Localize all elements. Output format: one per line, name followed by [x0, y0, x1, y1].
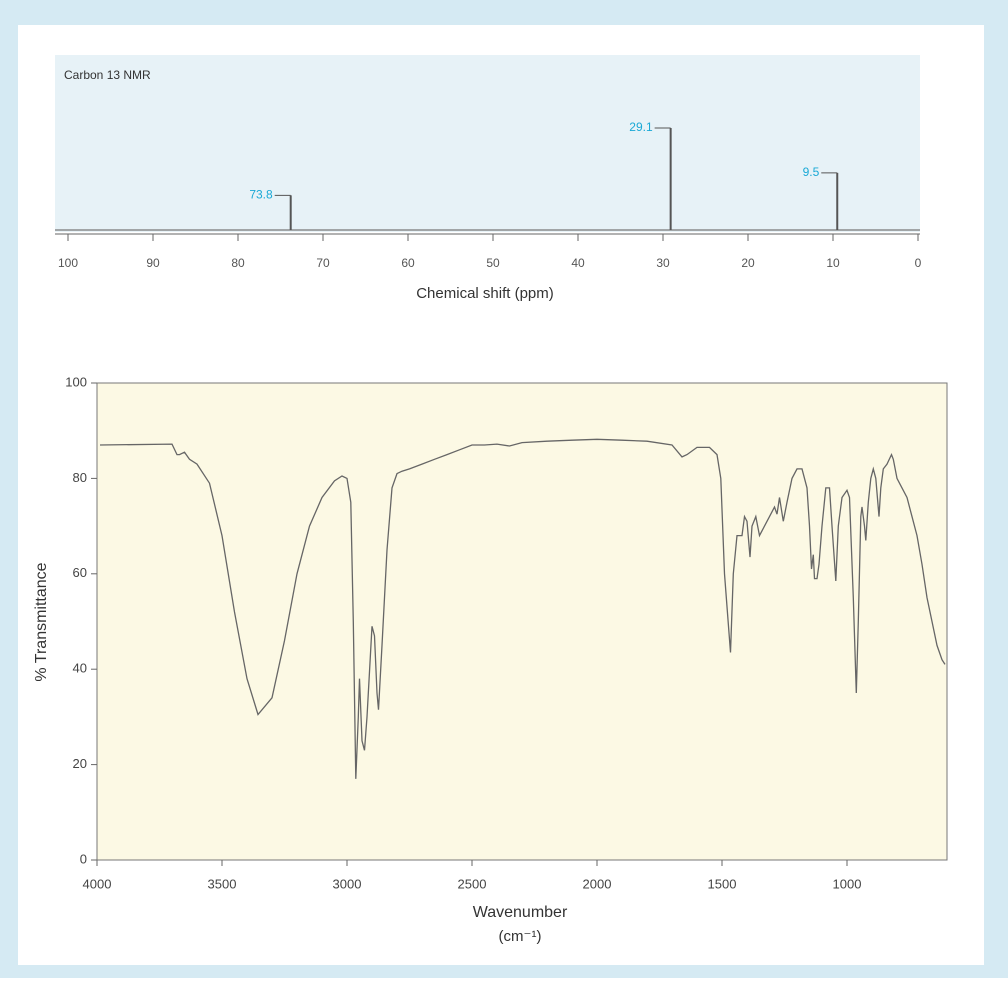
x-tick-label: 3500: [208, 876, 237, 891]
y-tick-label: 0: [80, 851, 87, 866]
x-tick-label: 50: [486, 256, 500, 270]
peak-label: 9.5: [803, 165, 820, 179]
nmr-title: Carbon 13 NMR: [64, 68, 151, 82]
x-tick-label: 1500: [708, 876, 737, 891]
x-tick-label: 3000: [333, 876, 362, 891]
x-tick-label: 40: [571, 256, 585, 270]
ir-y-label: % Transmittance: [33, 562, 50, 681]
x-tick-label: 70: [316, 256, 330, 270]
y-tick-label: 80: [73, 470, 87, 485]
y-tick-label: 100: [65, 374, 87, 389]
x-tick-label: 60: [401, 256, 415, 270]
x-tick-label: 1000: [833, 876, 862, 891]
x-tick-label: 10: [826, 256, 840, 270]
x-tick-label: 30: [656, 256, 670, 270]
nmr-x-label: Chemical shift (ppm): [416, 285, 554, 302]
x-tick-label: 4000: [83, 876, 112, 891]
x-tick-label: 0: [915, 256, 922, 270]
y-tick-label: 20: [73, 756, 87, 771]
x-tick-label: 2500: [458, 876, 487, 891]
y-tick-label: 40: [73, 661, 87, 676]
ir-plot-area: [96, 382, 948, 861]
nmr-plot-area: [55, 55, 920, 232]
x-tick-label: 80: [231, 256, 245, 270]
x-tick-label: 20: [741, 256, 755, 270]
ir-x-unit: (cm⁻¹): [499, 928, 542, 945]
peak-label: 29.1: [629, 120, 653, 134]
x-tick-label: 100: [58, 256, 78, 270]
ir-x-label: Wavenumber: [473, 904, 568, 921]
x-tick-label: 90: [146, 256, 160, 270]
y-tick-label: 60: [73, 565, 87, 580]
x-tick-label: 2000: [583, 876, 612, 891]
peak-label: 73.8: [249, 187, 273, 201]
ir-spectrum: [99, 438, 946, 779]
